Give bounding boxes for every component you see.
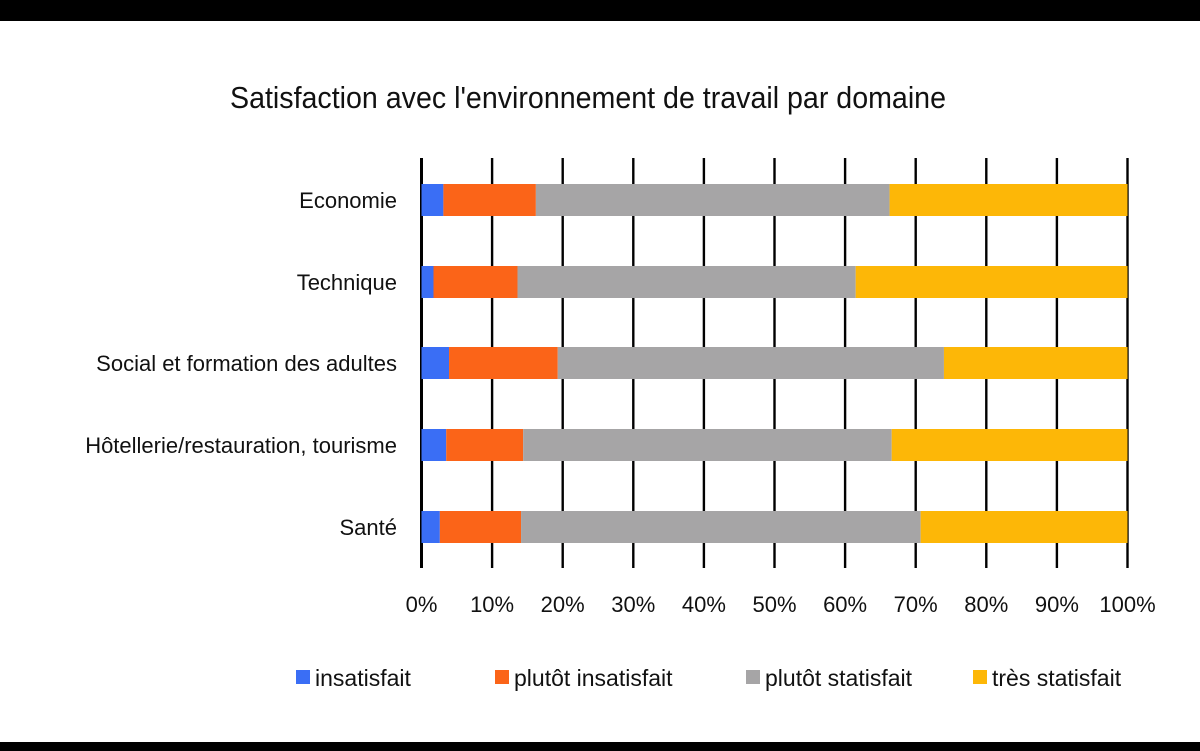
x-tick-label: 40%: [682, 592, 726, 617]
bar-segment-insatisfait: [421, 184, 444, 216]
category-label: Economie: [299, 188, 397, 213]
x-tick-label: 30%: [611, 592, 655, 617]
top-border: [0, 0, 1200, 21]
x-tick-label: 70%: [894, 592, 938, 617]
legend-swatch: [973, 670, 987, 684]
x-tick-label: 20%: [541, 592, 585, 617]
bar-segment-plutôt-insatisfait: [433, 266, 518, 298]
bar-segment-plutôt-insatisfait: [446, 429, 524, 461]
x-tick-label: 100%: [1099, 592, 1155, 617]
bottom-border: [0, 742, 1200, 751]
bar-segment-plutôt-statisfait: [523, 429, 892, 461]
x-tick-label: 50%: [752, 592, 796, 617]
legend-swatch: [746, 670, 760, 684]
bar-segment-très-statisfait: [889, 184, 1128, 216]
x-tick-label: 90%: [1035, 592, 1079, 617]
legend-swatch: [296, 670, 310, 684]
legend-label: insatisfait: [315, 665, 411, 691]
x-tick-label: 80%: [964, 592, 1008, 617]
legend-label: plutôt statisfait: [765, 665, 913, 691]
bar-segment-plutôt-statisfait: [557, 347, 944, 379]
category-label: Santé: [340, 515, 398, 540]
x-tick-label: 60%: [823, 592, 867, 617]
bar-segment-plutôt-insatisfait: [449, 347, 558, 379]
category-label: Hôtellerie/restauration, tourisme: [85, 433, 397, 458]
bar-segment-très-statisfait: [943, 347, 1128, 379]
bar-segment-très-statisfait: [891, 429, 1128, 461]
x-tick-label: 10%: [470, 592, 514, 617]
bar-segment-plutôt-insatisfait: [443, 184, 536, 216]
bar-segment-insatisfait: [421, 347, 450, 379]
bar-segment-plutôt-insatisfait: [439, 511, 522, 543]
legend-swatch: [495, 670, 509, 684]
category-label: Technique: [297, 270, 397, 295]
bar-segment-plutôt-statisfait: [517, 266, 856, 298]
bar-segment-insatisfait: [421, 511, 440, 543]
bar-segment-insatisfait: [421, 266, 434, 298]
legend-label: très statisfait: [992, 665, 1122, 691]
bar-segment-très-statisfait: [920, 511, 1128, 543]
bar-segment-insatisfait: [421, 429, 447, 461]
bar-segment-très-statisfait: [855, 266, 1128, 298]
chart-title: Satisfaction avec l'environnement de tra…: [230, 80, 946, 115]
x-tick-label: 0%: [406, 592, 438, 617]
legend-label: plutôt insatisfait: [514, 665, 673, 691]
bar-segment-plutôt-statisfait: [521, 511, 921, 543]
category-label: Social et formation des adultes: [96, 351, 397, 376]
bar-segment-plutôt-statisfait: [535, 184, 890, 216]
